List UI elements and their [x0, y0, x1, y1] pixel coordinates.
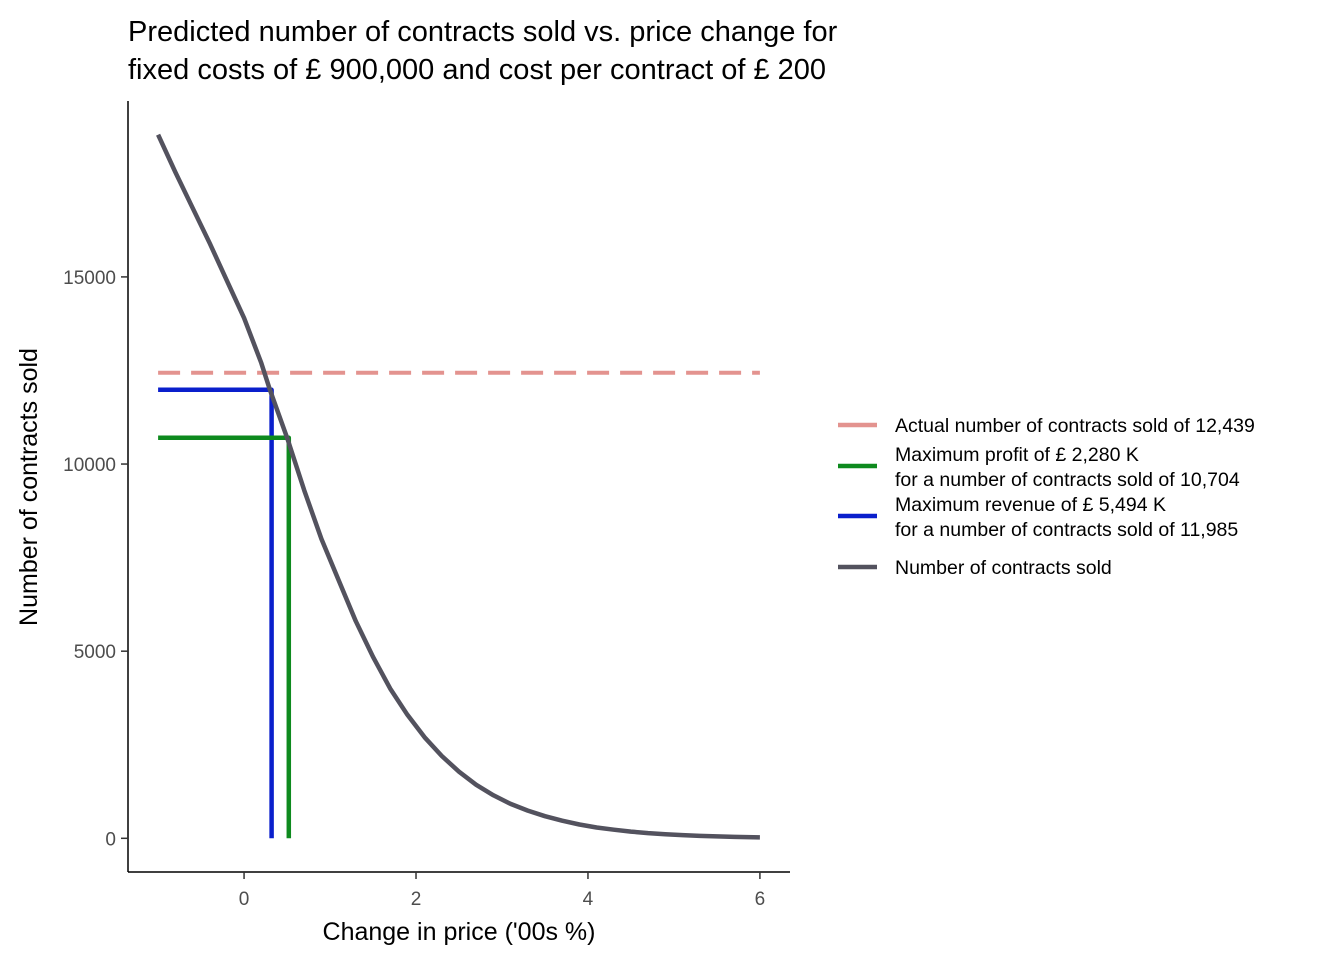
- plot-area: [156, 133, 760, 840]
- legend-label-profit-line-1: Maximum profit of £ 2,280 K: [895, 444, 1139, 466]
- y-tick-label-5000: 5000: [74, 642, 116, 663]
- chart-title-line-2: fixed costs of £ 900,000 and cost per co…: [128, 54, 826, 86]
- y-tick-label-10000: 10000: [63, 455, 116, 476]
- legend-label-revenue-line-2: for a number of contracts sold of 11,985: [895, 519, 1238, 541]
- series-number-of-contracts-sold: [156, 133, 760, 840]
- series-maximum-revenue-of-5-494-k: [158, 387, 274, 839]
- y-axis-title: Number of contracts sold: [15, 348, 43, 626]
- legend-item-contracts: Number of contracts sold: [838, 557, 1112, 579]
- x-axis-ticks: 0 2 4 6: [239, 872, 765, 910]
- y-tick-label-0: 0: [105, 829, 116, 850]
- legend-item-actual: Actual number of contracts sold of 12,43…: [838, 415, 1255, 437]
- legend-label-contracts: Number of contracts sold: [895, 557, 1112, 579]
- legend-item-revenue: Maximum revenue of £ 5,494 K for a number…: [838, 494, 1238, 541]
- legend-label-revenue-line-1: Maximum revenue of £ 5,494 K: [895, 494, 1166, 516]
- legend-label-profit-line-2: for a number of contracts sold of 10,704: [895, 469, 1240, 491]
- x-tick-label-2: 2: [411, 889, 422, 910]
- legend-item-profit: Maximum profit of £ 2,280 K for a number …: [838, 444, 1240, 491]
- series-maximum-profit-of-2-280-k: [158, 435, 292, 839]
- x-tick-label-4: 4: [583, 889, 594, 910]
- y-tick-label-15000: 15000: [63, 268, 116, 289]
- legend: Actual number of contracts sold of 12,43…: [838, 415, 1255, 579]
- legend-label-actual: Actual number of contracts sold of 12,43…: [895, 415, 1255, 437]
- chart-title-line-1: Predicted number of contracts sold vs. p…: [128, 16, 838, 48]
- x-tick-label-0: 0: [239, 889, 250, 910]
- y-axis-ticks: 0 5000 10000 15000: [63, 268, 128, 850]
- x-axis-title: Change in price ('00s %): [323, 918, 596, 946]
- x-tick-label-6: 6: [755, 889, 766, 910]
